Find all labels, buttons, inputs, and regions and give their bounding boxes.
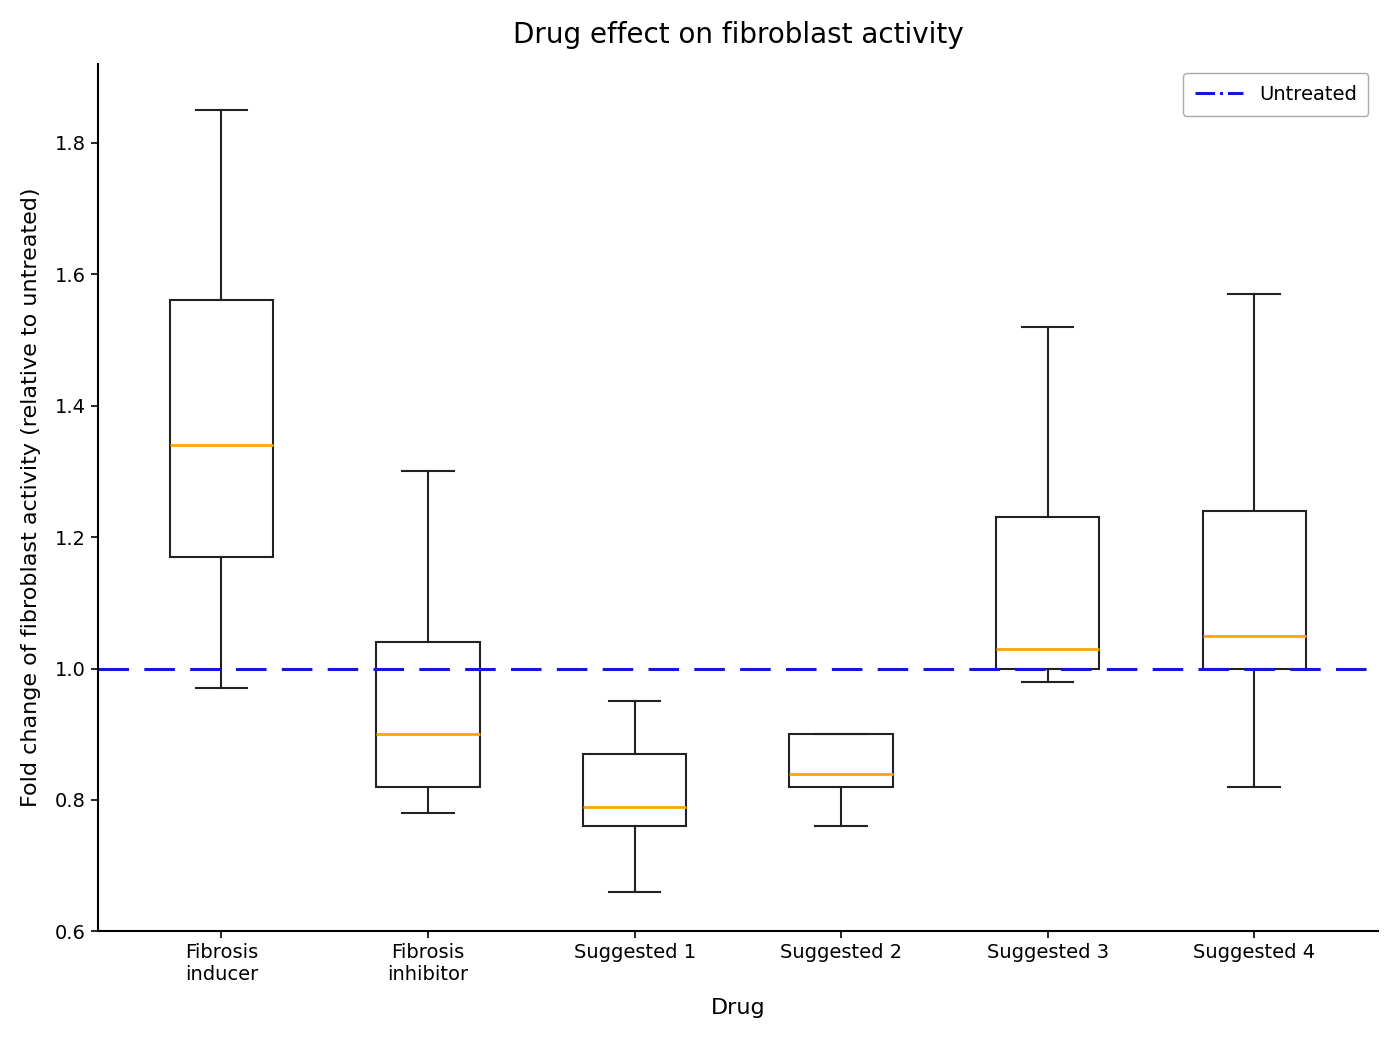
- PathPatch shape: [583, 754, 686, 826]
- PathPatch shape: [996, 517, 1100, 668]
- PathPatch shape: [376, 642, 480, 787]
- Legend: Untreated: Untreated: [1184, 74, 1368, 115]
- PathPatch shape: [789, 735, 893, 787]
- PathPatch shape: [169, 300, 273, 557]
- PathPatch shape: [1203, 511, 1305, 668]
- X-axis label: Drug: Drug: [711, 998, 765, 1018]
- Title: Drug effect on fibroblast activity: Drug effect on fibroblast activity: [512, 21, 963, 49]
- Y-axis label: Fold change of fibroblast activity (relative to untreated): Fold change of fibroblast activity (rela…: [21, 188, 41, 807]
